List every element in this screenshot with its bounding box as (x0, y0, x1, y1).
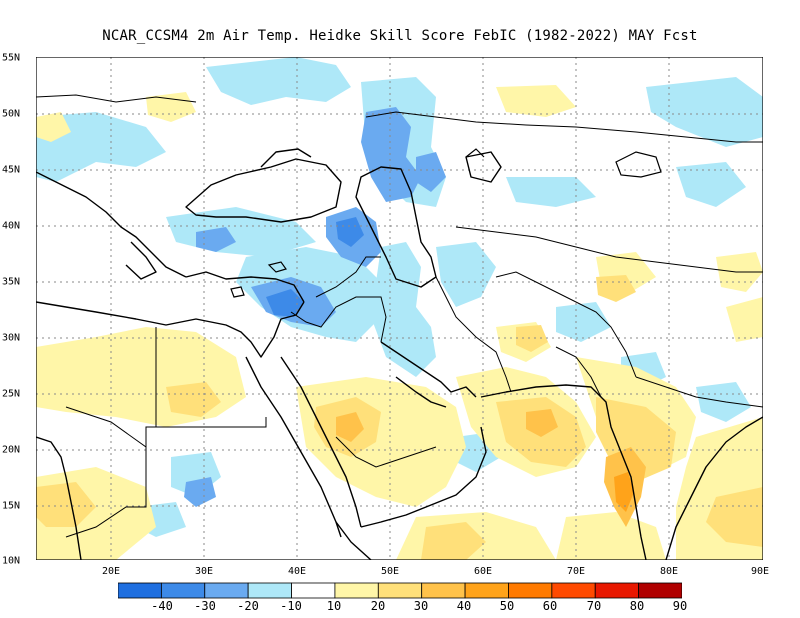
map-title: NCAR_CCSM4 2m Air Temp. Heidke Skill Sco… (102, 28, 698, 44)
colorbar-swatch (204, 582, 249, 599)
x-label-40e: 40E (287, 566, 307, 577)
colorbar-label: 40 (456, 599, 472, 613)
colorbar-label: -20 (237, 599, 259, 613)
y-label-55n: 55N (2, 52, 21, 64)
y-label-20n: 20N (2, 444, 21, 456)
colorbar-swatch (551, 582, 596, 599)
colorbar-swatch (638, 582, 682, 599)
colorbar-swatch (377, 582, 423, 599)
colorbar-swatch (247, 582, 292, 599)
x-label-20e: 20E (101, 566, 121, 577)
y-label-50n: 50N (2, 108, 21, 120)
colorbar (118, 582, 682, 599)
colorbar-label: 60 (542, 599, 558, 613)
colorbar-label: 80 (629, 599, 645, 613)
graticule (36, 57, 763, 560)
colorbar-swatch (421, 582, 466, 599)
y-label-35n: 35N (2, 276, 21, 288)
colorbar-swatch (334, 582, 379, 599)
y-label-30n: 30N (2, 332, 21, 344)
colorbar-label: 90 (672, 599, 688, 613)
islands (230, 148, 662, 298)
colorbar-label: 10 (326, 599, 342, 613)
x-label-60e: 60E (473, 566, 493, 577)
x-label-50e: 50E (380, 566, 400, 577)
colorbar-swatch (594, 582, 640, 599)
colorbar-swatch (160, 582, 206, 599)
colorbar-swatch (508, 582, 553, 599)
y-label-45n: 45N (2, 164, 21, 176)
colorbar-swatch (118, 582, 162, 599)
colorbar-label: 50 (499, 599, 515, 613)
colorbar-label: 70 (586, 599, 602, 613)
positive-skill-peak-regions (614, 472, 634, 512)
x-label-70e: 70E (566, 566, 586, 577)
colorbar-swatch (464, 582, 509, 599)
skill-score-map (36, 57, 763, 560)
y-label-10n: 10N (2, 555, 21, 567)
x-label-80e: 80E (659, 566, 679, 577)
coastlines (36, 148, 763, 560)
colorbar-swatch (291, 582, 336, 599)
borders (36, 94, 763, 538)
colorbar-label: -10 (280, 599, 302, 613)
colorbar-label: 20 (370, 599, 386, 613)
colorbar-label: 30 (413, 599, 429, 613)
negative-skill-strong-regions (266, 217, 364, 317)
x-label-90e: 90E (750, 566, 770, 577)
colorbar-label: -30 (194, 599, 216, 613)
y-label-15n: 15N (2, 500, 21, 512)
colorbar-label: -40 (151, 599, 173, 613)
y-label-25n: 25N (2, 388, 21, 400)
y-label-40n: 40N (2, 220, 21, 232)
x-label-30e: 30E (194, 566, 214, 577)
